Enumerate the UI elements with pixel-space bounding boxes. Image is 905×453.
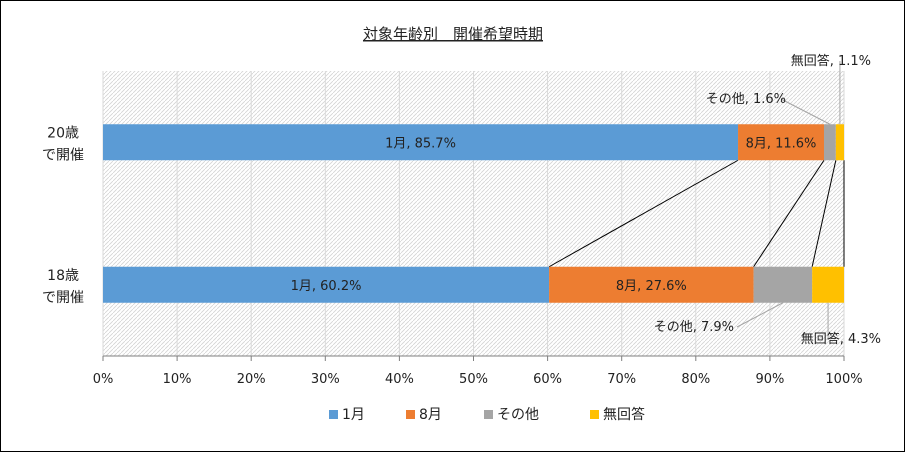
x-tick-label: 60% [533, 372, 562, 387]
x-tick-label: 30% [311, 372, 340, 387]
legend-label: 無回答 [603, 406, 645, 423]
legend-swatch [406, 410, 415, 419]
x-tick-label: 100% [825, 372, 862, 387]
chart-title: 対象年齢別 開催希望時期 [363, 25, 543, 43]
category-label: で開催 [42, 147, 84, 163]
bar-segment [753, 266, 813, 303]
category-label: で開催 [42, 290, 84, 306]
x-tick-label: 0% [93, 372, 114, 387]
data-label: その他, 1.6% [706, 92, 786, 107]
bar-segment [835, 124, 844, 161]
legend-label: その他 [497, 407, 539, 423]
series-line [811, 160, 837, 267]
x-tick-label: 10% [163, 372, 192, 387]
bar-segment [549, 266, 754, 303]
data-label: 1月, 60.2% [291, 279, 362, 294]
data-label: 8月, 27.6% [616, 279, 687, 294]
legend-swatch [590, 410, 599, 419]
x-tick-label: 70% [607, 372, 636, 387]
data-label: その他, 7.9% [654, 320, 734, 335]
x-tick-label: 80% [681, 372, 710, 387]
x-tick-label: 50% [459, 372, 488, 387]
legend-label: 8月 [419, 407, 442, 423]
legend-label: 1月 [342, 407, 365, 423]
bar-segment [823, 124, 836, 161]
bar-segment [738, 124, 824, 161]
data-label: 無回答, 1.1% [791, 53, 871, 69]
x-axis: 0% 10% 20% 30% 40% 50% 60% 70% 80% 90% 100% [93, 355, 863, 387]
x-tick-label: 40% [385, 372, 414, 387]
data-label: 1月, 85.7% [385, 136, 456, 151]
series-connector-lines [548, 159, 845, 268]
bar-segment [812, 266, 844, 303]
x-tick-label: 90% [755, 372, 784, 387]
bars [103, 124, 844, 303]
leader-line [780, 98, 831, 125]
legend: 1月 8月 その他 無回答 [329, 406, 645, 423]
data-label: 8月, 11.6% [746, 136, 817, 151]
x-tick-label: 20% [237, 372, 266, 387]
category-label: 18歳 [47, 268, 79, 284]
data-label: 無回答, 4.3% [801, 331, 881, 347]
series-line [548, 159, 739, 268]
leader-line [736, 302, 784, 328]
bar-segment [103, 124, 739, 161]
category-label: 20歳 [47, 125, 79, 141]
legend-swatch [484, 410, 493, 419]
data-labels: 1月, 85.7% 8月, 11.6% その他, 1.6% 無回答, 1.1% 1月, … [291, 53, 881, 347]
bar-segment [103, 266, 550, 303]
legend-swatch [329, 410, 338, 419]
series-line [753, 159, 825, 268]
